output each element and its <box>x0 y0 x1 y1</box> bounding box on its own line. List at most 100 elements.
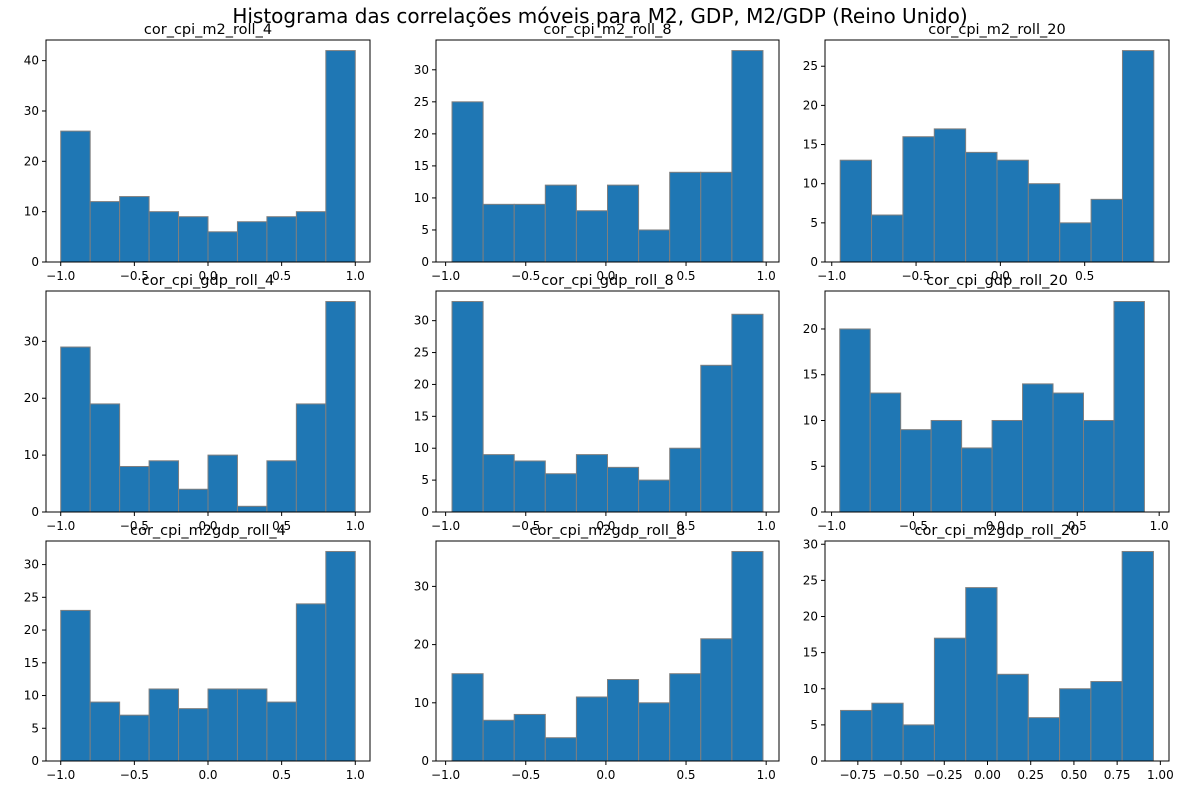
axes-frame <box>824 39 1170 263</box>
histogram-bar <box>178 488 209 513</box>
histogram-bar <box>1052 392 1084 513</box>
histogram-bar <box>869 392 902 513</box>
panel-title: cor_cpi_m2gdp_roll_4 <box>130 523 286 539</box>
x-tick-label: 1.0 <box>346 768 365 782</box>
histogram-bar <box>295 403 327 513</box>
x-tick-label: 1.0 <box>757 519 776 533</box>
y-tick-label: 15 <box>803 138 818 152</box>
histogram-bar <box>266 460 297 513</box>
y-tick-label: 15 <box>803 368 818 382</box>
x-tick-label: −1.0 <box>46 768 75 782</box>
x-tick-label: 0.5 <box>272 768 291 782</box>
histogram-bar <box>991 419 1024 513</box>
histogram-bar <box>839 328 871 513</box>
histogram-bar <box>669 171 702 263</box>
x-tick-label: 0.5 <box>272 519 291 533</box>
y-tick-label: 5 <box>421 473 429 487</box>
x-tick-label: 0.5 <box>272 269 291 283</box>
y-tick-label: 0 <box>421 754 429 768</box>
x-tick-label: −0.5 <box>901 269 930 283</box>
histogram-panel: −1.0 −0.5 0.0 0.5 1.0 0 10 20 30 40 cor_cpi_m2_rol… <box>24 22 371 283</box>
y-tick-label: 25 <box>414 95 429 109</box>
histogram-bar <box>325 550 356 762</box>
y-tick-label: 20 <box>803 610 818 624</box>
histogram-bar <box>996 673 1029 762</box>
histogram-bar <box>933 637 967 762</box>
histogram-bar <box>544 184 577 263</box>
x-tick-label: −1.0 <box>431 269 460 283</box>
y-tick-label: 10 <box>414 191 429 205</box>
y-tick-label: 30 <box>24 558 39 572</box>
x-tick-label: 0.0 <box>198 269 217 283</box>
histogram-bar <box>1027 717 1061 762</box>
x-tick-label: 1.0 <box>757 768 776 782</box>
y-tick-label: 5 <box>31 721 39 735</box>
histogram-panel: −1.0 −0.5 0.0 0.5 1.0 0 10 20 30 cor_cpi_gdp_roll… <box>24 273 371 533</box>
y-tick-label: 30 <box>414 63 429 77</box>
y-tick-label: 0 <box>421 505 429 519</box>
histogram-bar <box>638 479 671 513</box>
histogram-bar <box>575 454 608 513</box>
x-tick-label: −0.5 <box>120 768 149 782</box>
histogram-bar <box>148 460 180 513</box>
histogram-bar <box>207 454 238 513</box>
histogram-bar <box>266 701 297 762</box>
x-tick-label: 1.0 <box>346 519 365 533</box>
y-tick-label: 0 <box>31 505 39 519</box>
x-tick-label: −0.5 <box>899 519 928 533</box>
histogram-bar <box>607 184 640 263</box>
y-tick-label: 0 <box>421 255 429 269</box>
y-tick-label: 20 <box>414 377 429 391</box>
y-tick-label: 10 <box>803 682 818 696</box>
y-tick-label: 0 <box>31 255 39 269</box>
y-tick-label: 40 <box>24 54 39 68</box>
x-tick-label: 0.0 <box>198 768 217 782</box>
histogram-bar <box>89 403 121 513</box>
histogram-bar <box>1113 301 1145 513</box>
histogram-bar <box>840 709 873 762</box>
histogram-panel: −0.75 −0.50 −0.25 0.00 0.25 0.50 0.75 1.00 0 5 10 1… <box>803 523 1174 782</box>
histogram-bar <box>575 210 608 263</box>
histogram-bar <box>607 466 640 513</box>
y-tick-label: 25 <box>24 590 39 604</box>
figure-title: Histograma das correlações móveis para M… <box>232 4 968 28</box>
histogram-bar <box>1027 183 1061 263</box>
panel-title: cor_cpi_gdp_roll_8 <box>541 273 673 289</box>
axes-frame <box>435 39 780 263</box>
panel-title: cor_cpi_gdp_roll_4 <box>142 273 274 289</box>
x-tick-label: −1.0 <box>431 519 460 533</box>
histogram-bar <box>236 505 268 513</box>
x-tick-label: −1.0 <box>46 269 75 283</box>
x-tick-label: 0.5 <box>1068 519 1087 533</box>
x-tick-label: 0.0 <box>986 519 1005 533</box>
x-tick-label: −0.75 <box>839 768 876 782</box>
y-tick-label: 25 <box>803 59 818 73</box>
histogram-bar <box>89 201 121 263</box>
x-tick-label: 0.00 <box>974 768 1001 782</box>
x-tick-label: 1.0 <box>1150 519 1169 533</box>
histogram-bar <box>544 737 577 762</box>
histogram-bar <box>731 550 764 762</box>
histogram-bar <box>266 216 297 263</box>
histogram-bar <box>961 447 993 513</box>
x-tick-label: −1.0 <box>817 269 846 283</box>
histogram-bar <box>965 151 998 263</box>
y-tick-label: 10 <box>803 413 818 427</box>
x-tick-label: 0.0 <box>991 269 1010 283</box>
y-tick-label: 5 <box>810 718 818 732</box>
y-tick-label: 15 <box>414 409 429 423</box>
histogram-bar <box>902 136 935 263</box>
x-tick-label: −1.0 <box>817 519 846 533</box>
x-tick-label: 0.5 <box>676 768 695 782</box>
y-tick-label: 0 <box>31 754 39 768</box>
y-tick-label: 5 <box>421 223 429 237</box>
y-tick-label: 0 <box>810 505 818 519</box>
y-tick-label: 0 <box>810 754 818 768</box>
y-tick-label: 10 <box>24 448 39 462</box>
histogram-bar <box>60 346 91 513</box>
axes-frame <box>435 540 780 762</box>
y-tick-label: 20 <box>414 127 429 141</box>
histogram-bar <box>871 214 904 263</box>
histogram-bar <box>700 638 733 762</box>
histogram-bar <box>638 229 671 263</box>
